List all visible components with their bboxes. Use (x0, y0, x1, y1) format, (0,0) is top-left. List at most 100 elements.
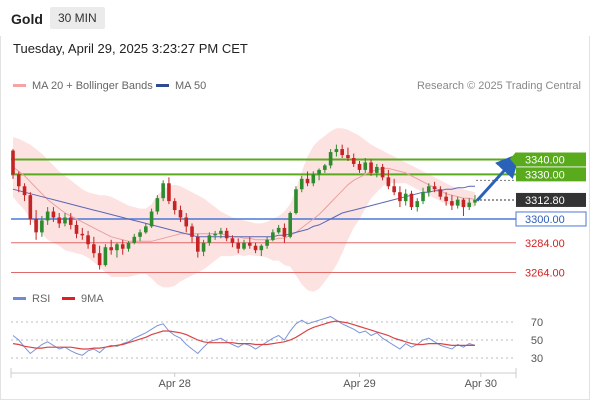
legend-ma50-label: MA 50 (175, 80, 207, 92)
price-tag-bg (516, 192, 586, 207)
candle-body (196, 236, 200, 252)
candle-body (45, 211, 50, 221)
forecast-arrow (475, 153, 521, 202)
candle-body (386, 177, 391, 187)
candle-body (259, 245, 264, 251)
ma50-line (12, 185, 475, 238)
candle-body (213, 233, 217, 236)
bollinger-band (13, 128, 475, 292)
candle-body (126, 242, 131, 249)
candle-body (282, 227, 287, 237)
candle-body (461, 199, 466, 208)
attribution: Research © 2025 Trading Central (416, 80, 581, 92)
candle-body (86, 235, 90, 245)
ma20-line (12, 166, 476, 242)
legend-bollinger: MA 20 + Bollinger Bands (13, 80, 153, 92)
candle-body (357, 163, 362, 170)
price-tag-label: 3340.00 (525, 155, 565, 167)
candle-body (455, 199, 460, 206)
candle-body (230, 238, 235, 243)
candle-body (380, 166, 385, 178)
timeframe-badge[interactable]: 30 MIN (50, 7, 105, 29)
candle-body (178, 210, 183, 218)
candle-body (247, 242, 252, 246)
candle-body (115, 244, 119, 251)
candle-body (328, 152, 333, 166)
candle-body (265, 239, 269, 246)
candle-body (473, 199, 477, 203)
candle-body (305, 178, 310, 184)
candle-body (398, 192, 402, 202)
candle-body (207, 235, 212, 243)
rsi-ma-swatch (62, 296, 75, 300)
x-tick-label: Apr 28 (158, 378, 190, 390)
candle-body (109, 247, 113, 251)
price-tag-label: 3284.00 (525, 238, 565, 250)
candle-body (167, 183, 171, 202)
candle-body (80, 233, 85, 236)
candle-body (311, 174, 316, 184)
candle-body (236, 242, 241, 249)
candle-body (144, 226, 148, 233)
candle-body (323, 165, 327, 170)
legend-rsi-ma-label: 9MA (81, 293, 104, 305)
candle-body (432, 186, 437, 190)
candle-body (224, 230, 229, 239)
timestamp: Tuesday, April 29, 2025 3:23:27 PM CET (13, 41, 248, 56)
candle-body (450, 201, 454, 206)
candle-body (16, 174, 21, 187)
candle-body (190, 226, 194, 237)
legend-bollinger-label: MA 20 + Bollinger Bands (32, 80, 153, 92)
bollinger-swatch (13, 83, 26, 87)
legend-rsi: RSI (13, 293, 50, 305)
candle-body (184, 217, 189, 227)
candle-body (74, 224, 79, 234)
price-tag-label: 3330.00 (525, 169, 565, 181)
candle-body (288, 213, 292, 237)
price-tag-bg (515, 211, 587, 227)
price-tag-bg (516, 167, 586, 182)
rsi-swatch (13, 296, 26, 300)
candle-body (242, 242, 246, 249)
candle-body (120, 244, 125, 249)
candle-body (63, 217, 67, 224)
candle-body (409, 193, 414, 208)
candle-body (97, 253, 102, 266)
candle-body (161, 183, 165, 199)
price-tag-label: 3312.80 (525, 195, 565, 207)
rsi-tick-label: 70 (531, 317, 543, 329)
candle-body (340, 149, 344, 156)
candle-body (351, 158, 356, 164)
candle-body (299, 178, 304, 190)
candle-body (51, 211, 56, 218)
candle-body (138, 232, 142, 237)
candle-body (369, 162, 373, 173)
candle-body (375, 166, 379, 173)
price-tag-label: 3300.00 (525, 214, 565, 226)
candle-body (132, 236, 137, 243)
ma50-swatch (156, 83, 169, 87)
candle-body (103, 247, 108, 266)
legend-rsi-ma: 9MA (62, 293, 104, 305)
candle-body (34, 218, 38, 233)
rsi-ma-line (12, 320, 475, 350)
candle-body (172, 201, 177, 211)
price-tag-label: 3264.00 (525, 268, 565, 280)
candle-body (421, 192, 425, 202)
candle-body (271, 232, 275, 240)
candle-body (334, 149, 339, 153)
candle-body (363, 162, 368, 170)
candle-body (68, 217, 73, 225)
candle-body (294, 189, 298, 214)
candle-body (346, 155, 350, 159)
candle-body (22, 186, 27, 196)
candle-body (219, 230, 223, 234)
candle-body (317, 169, 321, 175)
candle-body (92, 244, 96, 254)
candle-body (392, 186, 396, 193)
x-tick-label: Apr 29 (343, 378, 375, 390)
candle-body (28, 195, 33, 219)
rsi-tick-label: 30 (531, 353, 543, 365)
candle-body (427, 186, 431, 193)
